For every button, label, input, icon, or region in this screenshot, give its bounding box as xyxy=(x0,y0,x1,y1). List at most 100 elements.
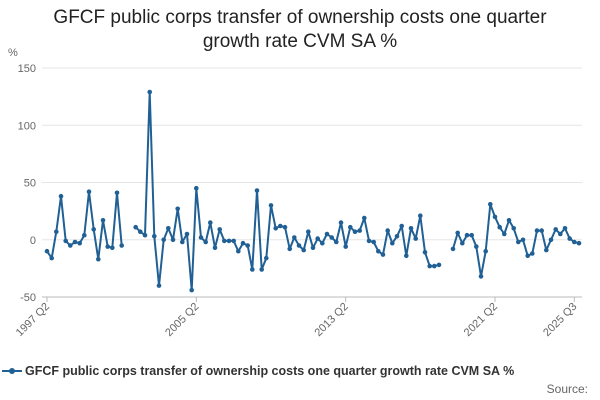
data-point[interactable] xyxy=(194,185,199,191)
data-point[interactable] xyxy=(49,255,54,261)
data-point[interactable] xyxy=(562,226,568,231)
data-point[interactable] xyxy=(240,240,246,246)
data-point[interactable] xyxy=(110,245,115,251)
data-point[interactable] xyxy=(203,239,208,245)
data-point[interactable] xyxy=(58,193,64,199)
data-point[interactable] xyxy=(114,190,120,196)
data-point[interactable] xyxy=(497,224,503,230)
data-point[interactable] xyxy=(352,229,358,234)
data-point[interactable] xyxy=(329,235,335,240)
data-point[interactable] xyxy=(63,238,68,244)
data-point[interactable] xyxy=(44,248,50,254)
data-point[interactable] xyxy=(152,234,157,239)
data-point[interactable] xyxy=(264,255,269,261)
data-point[interactable] xyxy=(156,283,162,288)
data-point[interactable] xyxy=(502,231,507,237)
data-point[interactable] xyxy=(72,239,78,245)
data-point[interactable] xyxy=(394,234,400,239)
data-point[interactable] xyxy=(390,240,395,246)
data-point[interactable] xyxy=(245,243,250,248)
data-point[interactable] xyxy=(460,240,465,246)
data-point[interactable] xyxy=(100,218,106,223)
data-point[interactable] xyxy=(292,235,297,240)
data-point[interactable] xyxy=(287,246,293,252)
data-point[interactable] xyxy=(544,247,549,253)
data-point[interactable] xyxy=(483,248,489,254)
data-point[interactable] xyxy=(231,238,236,244)
data-point[interactable] xyxy=(278,223,283,229)
data-point[interactable] xyxy=(236,248,241,254)
data-point[interactable] xyxy=(478,274,484,279)
data-point[interactable] xyxy=(539,228,544,233)
data-point[interactable] xyxy=(259,267,265,272)
data-point[interactable] xyxy=(282,224,288,230)
data-point[interactable] xyxy=(105,244,110,249)
data-point[interactable] xyxy=(138,229,143,234)
data-point[interactable] xyxy=(558,231,563,237)
data-point[interactable] xyxy=(380,252,386,257)
data-point[interactable] xyxy=(576,240,582,246)
data-point[interactable] xyxy=(567,236,572,241)
data-point[interactable] xyxy=(357,228,363,233)
data-point[interactable] xyxy=(450,246,456,252)
data-point[interactable] xyxy=(82,232,87,238)
data-point[interactable] xyxy=(418,213,423,218)
data-point[interactable] xyxy=(572,239,577,245)
data-point[interactable] xyxy=(366,238,372,244)
data-point[interactable] xyxy=(408,226,414,231)
data-point[interactable] xyxy=(86,189,92,194)
data-point[interactable] xyxy=(142,232,148,238)
data-point[interactable] xyxy=(175,206,180,212)
legend[interactable]: GFCF public corps transfer of ownership … xyxy=(2,364,514,378)
data-point[interactable] xyxy=(530,251,535,256)
data-point[interactable] xyxy=(548,237,554,243)
data-point[interactable] xyxy=(198,235,204,240)
data-point[interactable] xyxy=(464,232,470,238)
data-point[interactable] xyxy=(208,220,213,225)
data-point[interactable] xyxy=(147,89,152,95)
data-point[interactable] xyxy=(506,218,512,223)
data-point[interactable] xyxy=(520,237,526,243)
data-point[interactable] xyxy=(343,244,349,249)
data-point[interactable] xyxy=(525,253,530,259)
data-point[interactable] xyxy=(455,230,461,236)
data-point[interactable] xyxy=(310,245,316,251)
data-point[interactable] xyxy=(371,239,377,245)
data-point[interactable] xyxy=(422,250,428,255)
data-point[interactable] xyxy=(96,256,101,262)
data-point[interactable] xyxy=(273,226,279,231)
data-point[interactable] xyxy=(161,237,166,243)
data-point[interactable] xyxy=(492,214,498,220)
data-point[interactable] xyxy=(133,224,138,230)
data-point[interactable] xyxy=(222,238,227,244)
data-point[interactable] xyxy=(91,227,96,232)
data-point[interactable] xyxy=(534,228,540,233)
data-point[interactable] xyxy=(170,237,176,243)
data-point[interactable] xyxy=(226,238,232,244)
data-point[interactable] xyxy=(54,229,59,234)
data-point[interactable] xyxy=(320,240,325,246)
data-point[interactable] xyxy=(212,245,218,251)
data-point[interactable] xyxy=(250,267,255,272)
data-point[interactable] xyxy=(362,215,367,221)
data-point[interactable] xyxy=(511,226,516,231)
data-point[interactable] xyxy=(217,227,222,232)
data-point[interactable] xyxy=(180,239,185,245)
data-point[interactable] xyxy=(268,203,274,208)
data-point[interactable] xyxy=(469,232,475,238)
data-point[interactable] xyxy=(334,239,339,245)
data-point[interactable] xyxy=(254,188,260,193)
data-point[interactable] xyxy=(315,236,321,241)
data-point[interactable] xyxy=(68,243,73,248)
data-point[interactable] xyxy=(376,248,381,254)
data-point[interactable] xyxy=(516,239,521,245)
data-point[interactable] xyxy=(413,236,419,241)
data-point[interactable] xyxy=(553,227,558,232)
data-point[interactable] xyxy=(404,253,409,259)
data-point[interactable] xyxy=(184,231,190,237)
data-point[interactable] xyxy=(166,226,171,231)
data-point[interactable] xyxy=(338,220,344,225)
data-point[interactable] xyxy=(488,202,493,207)
data-point[interactable] xyxy=(474,244,479,249)
data-point[interactable] xyxy=(385,228,391,233)
